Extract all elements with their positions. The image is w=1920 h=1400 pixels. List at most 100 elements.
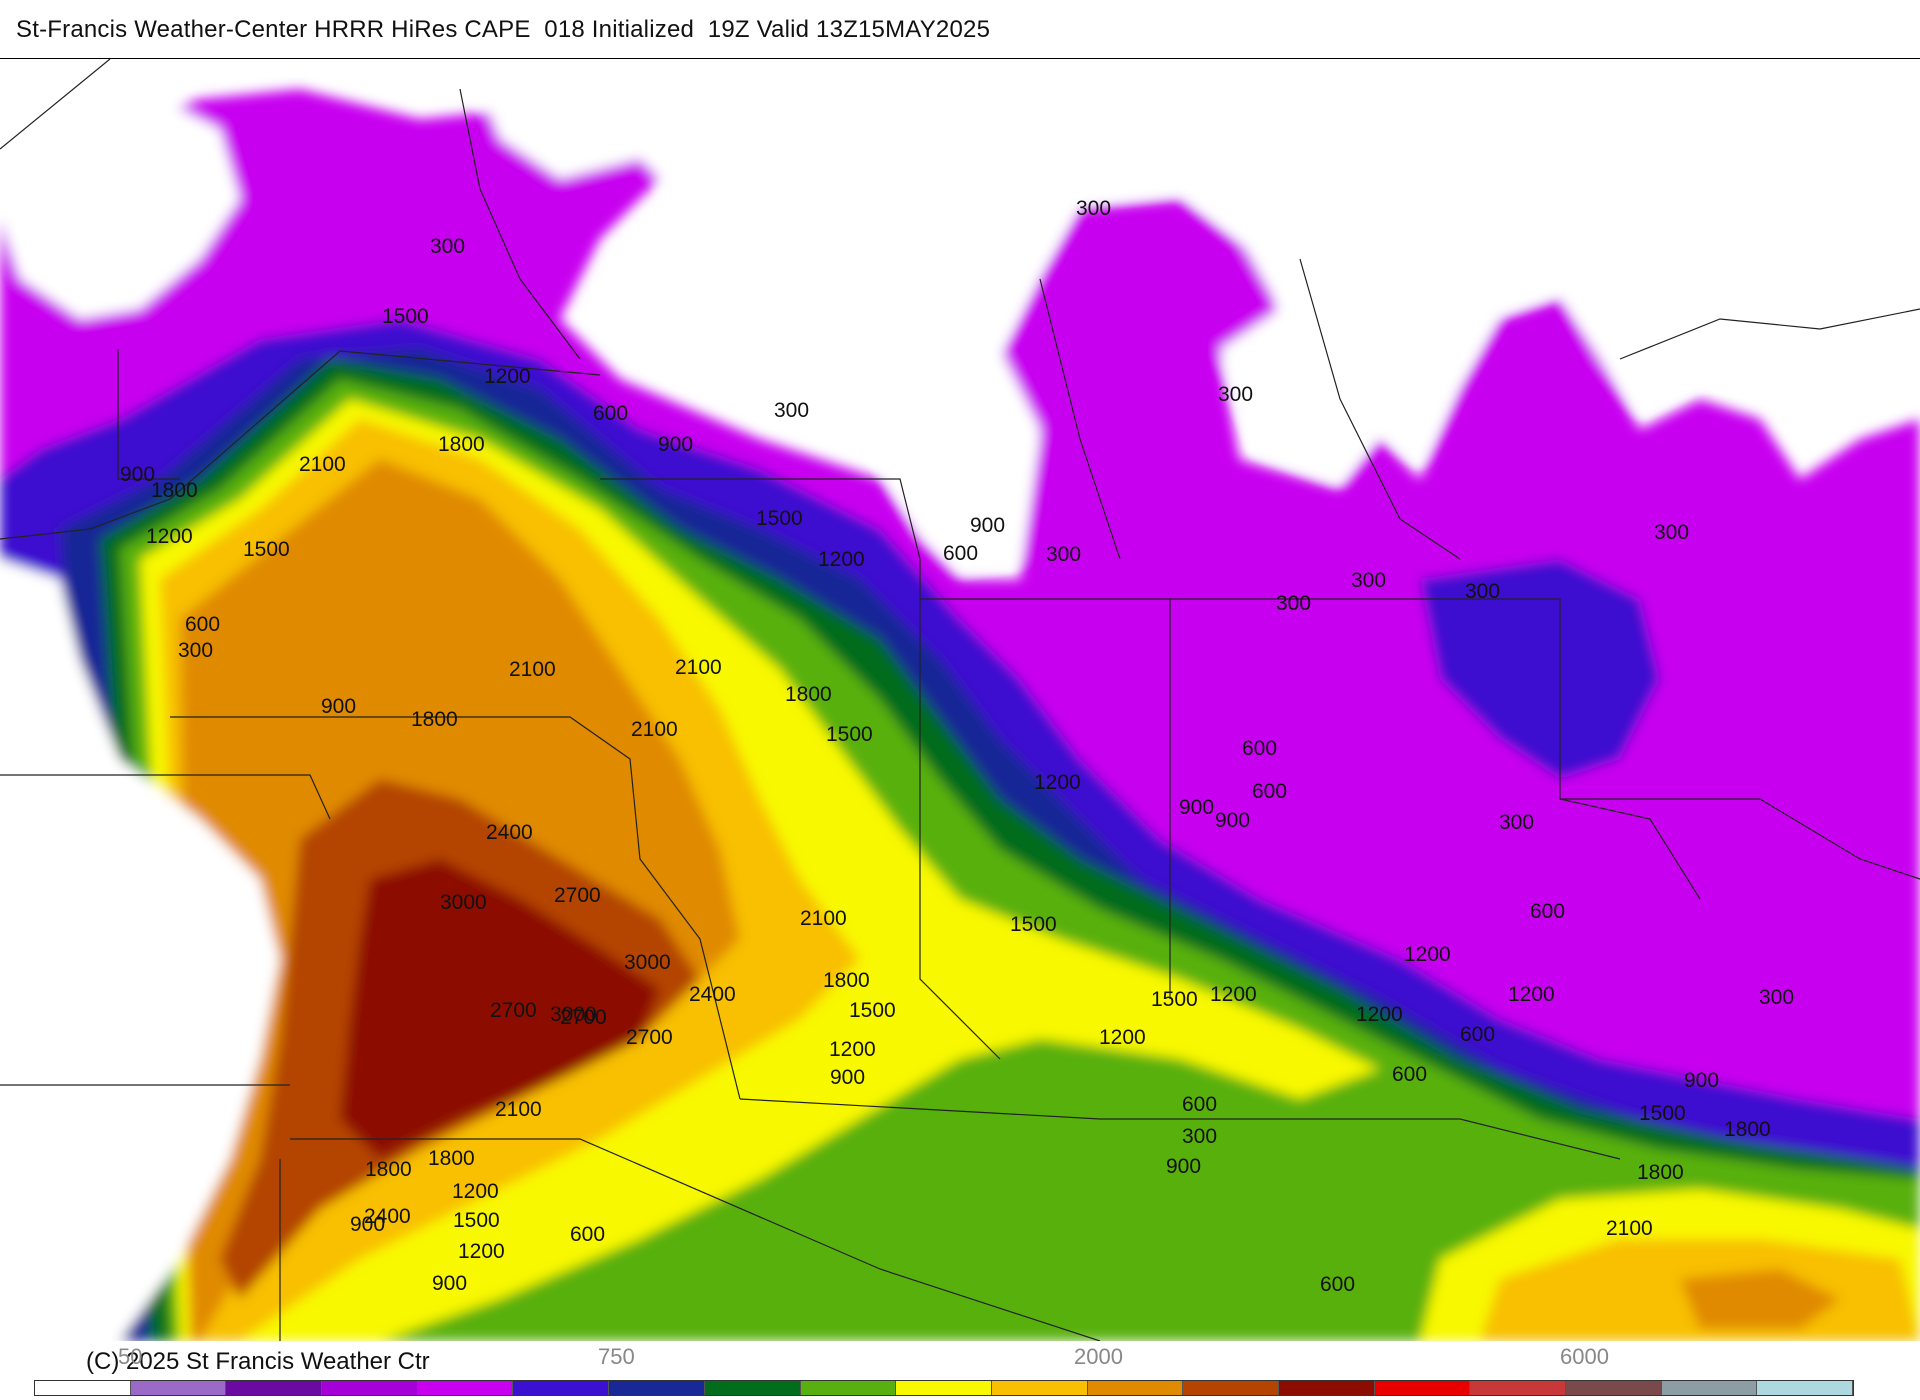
contour-label: 1800 — [428, 1147, 475, 1170]
contour-label: 300 — [178, 639, 213, 662]
contour-label: 3000 — [440, 891, 487, 914]
colorbar-swatch — [896, 1381, 992, 1395]
contour-label: 1200 — [1508, 983, 1555, 1006]
colorbar-swatch — [322, 1381, 418, 1395]
colorbar-swatch — [609, 1381, 705, 1395]
contour-label: 1800 — [438, 433, 485, 456]
contour-label: 300 — [1759, 986, 1794, 1009]
colorbar-swatch — [1470, 1381, 1566, 1395]
colorbar-swatch — [1374, 1381, 1471, 1395]
colorbar-swatch — [513, 1381, 610, 1395]
contour-label: 1500 — [826, 723, 873, 746]
contour-label: 900 — [1179, 796, 1214, 819]
contour-label: 1500 — [1151, 988, 1198, 1011]
colorbar-swatch — [704, 1381, 801, 1395]
contour-label: 300 — [1465, 580, 1500, 603]
contour-label: 2400 — [364, 1205, 411, 1228]
contour-label: 600 — [943, 542, 978, 565]
contour-label: 2700 — [626, 1026, 673, 1049]
contour-label: 300 — [430, 235, 465, 258]
contour-label: 1800 — [411, 708, 458, 731]
contour-label: 1200 — [1404, 943, 1451, 966]
contour-label: 2700 — [560, 1006, 607, 1029]
contour-label: 1800 — [823, 969, 870, 992]
contour-label: 600 — [185, 613, 220, 636]
contour-label: 3000 — [624, 951, 671, 974]
contour-label: 600 — [593, 402, 628, 425]
contour-label: 300 — [1046, 543, 1081, 566]
map-title: St-Francis Weather-Center HRRR HiRes CAP… — [16, 16, 991, 43]
contour-label: 2400 — [689, 983, 736, 1006]
contour-label: 600 — [1392, 1063, 1427, 1086]
contour-label: 1800 — [785, 683, 832, 706]
contour-label: 900 — [1215, 809, 1250, 832]
no-cape-north — [480, 59, 1920, 569]
contour-label: 600 — [1252, 780, 1287, 803]
contour-label: 600 — [1242, 737, 1277, 760]
contour-label: 1500 — [243, 538, 290, 561]
colorbar-tick-750: 750 — [598, 1344, 635, 1369]
copyright-text: (C) 2025 St Francis Weather Ctr — [86, 1348, 430, 1375]
contour-label: 300 — [1499, 811, 1534, 834]
colorbar-swatch — [1183, 1381, 1279, 1395]
contour-label: 300 — [774, 399, 809, 422]
contour-label: 300 — [1182, 1125, 1217, 1148]
colorbar-swatch — [1566, 1381, 1662, 1395]
contour-label: 300 — [1276, 592, 1311, 615]
contour-label: 1500 — [1639, 1102, 1686, 1125]
contour-label: 900 — [830, 1066, 865, 1089]
contour-label: 2400 — [486, 821, 533, 844]
contour-label: 900 — [432, 1272, 467, 1295]
cape-region-3000 — [340, 859, 660, 1159]
contour-label: 1200 — [1034, 771, 1081, 794]
contour-label: 1800 — [151, 479, 198, 502]
boundary-lines — [0, 59, 1920, 1341]
colorbar-swatch — [1087, 1381, 1184, 1395]
colorbar-swatch — [130, 1381, 227, 1395]
contour-label: 1500 — [756, 507, 803, 530]
contour-label: 1200 — [458, 1240, 505, 1263]
contour-label: 1500 — [453, 1209, 500, 1232]
colorbar-tick-6000: 6000 — [1560, 1344, 1609, 1369]
contour-label: 1200 — [1210, 983, 1257, 1006]
contour-label: 1200 — [1356, 1003, 1403, 1026]
contour-label: 600 — [570, 1223, 605, 1246]
colorbar-swatch — [35, 1381, 131, 1395]
color-scale-bar — [34, 1380, 1854, 1396]
contour-label: 300 — [1654, 521, 1689, 544]
contour-label: 2100 — [509, 658, 556, 681]
contour-label: 300 — [1076, 197, 1111, 220]
contour-label: 1500 — [849, 999, 896, 1022]
contour-label: 600 — [1530, 900, 1565, 923]
cape-map: 300 1500 1200 600 300 900 2100 1800 900 1800 1200 1… — [0, 58, 1920, 1341]
contour-label: 1200 — [484, 365, 531, 388]
contour-label: 300 — [1351, 569, 1386, 592]
colorbar-tick-50: 50 — [118, 1344, 143, 1369]
contour-label: 1800 — [1637, 1161, 1684, 1184]
contour-label: 1200 — [829, 1038, 876, 1061]
colorbar-swatch — [1278, 1381, 1375, 1395]
no-cape-northwest — [0, 59, 240, 319]
contour-label: 900 — [1166, 1155, 1201, 1178]
contour-label: 600 — [1182, 1093, 1217, 1116]
colorbar-swatch — [1661, 1381, 1758, 1395]
no-cape-west — [0, 559, 280, 1341]
contour-label: 600 — [1320, 1273, 1355, 1296]
colorbar-swatch — [226, 1381, 323, 1395]
contour-label: 1800 — [365, 1158, 412, 1181]
contour-label: 2700 — [490, 999, 537, 1022]
contour-label: 2100 — [631, 718, 678, 741]
contour-label: 1200 — [818, 548, 865, 571]
contour-label: 900 — [970, 514, 1005, 537]
contour-label: 600 — [1460, 1023, 1495, 1046]
colorbar-swatch — [1757, 1381, 1854, 1395]
contour-label: 2700 — [554, 884, 601, 907]
contour-label: 1800 — [1724, 1118, 1771, 1141]
contour-label: 900 — [1684, 1069, 1719, 1092]
contour-label: 300 — [1218, 383, 1253, 406]
contour-label: 900 — [120, 463, 155, 486]
contour-label: 2100 — [675, 656, 722, 679]
contour-label: 1200 — [146, 525, 193, 548]
